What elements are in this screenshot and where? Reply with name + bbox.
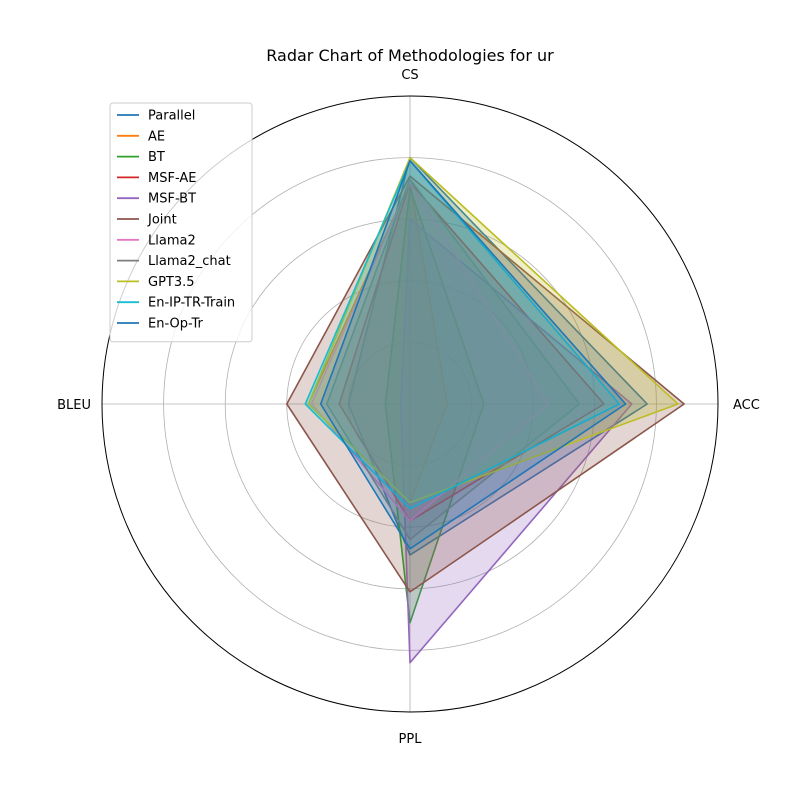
legend-label-en-ip-tr-train: En-IP-TR-Train — [148, 296, 235, 311]
legend-label-joint: Joint — [147, 213, 177, 228]
series-layer — [285, 156, 685, 664]
radar-outer-ring — [101, 95, 719, 713]
axis-label-acc: ACC — [733, 398, 760, 413]
radar-spokes — [102, 96, 718, 712]
series-polygon-en-ip-tr-train — [304, 159, 621, 510]
legend-label-gpt3-5: GPT3.5 — [148, 275, 195, 290]
legend-label-bt: BT — [148, 150, 165, 165]
legend-box — [109, 102, 253, 343]
axis-label-ppl: PPL — [399, 732, 423, 747]
axis-label-cs: CS — [401, 68, 418, 83]
legend-label-en-op-tr: En-Op-Tr — [148, 317, 204, 332]
series-polygon-gpt3-5 — [307, 156, 679, 504]
series-polygon-joint — [285, 175, 685, 593]
legend-label-llama2-chat: Llama2_chat — [148, 254, 231, 269]
legend-label-parallel: Parallel — [148, 109, 195, 124]
legend-label-msf-bt: MSF-BT — [148, 192, 196, 207]
series-polygon-llama2-chat — [325, 178, 581, 541]
legend: Parallel AE BT MSF-AE MSF-BT Joint Llama2 Llama… — [109, 102, 253, 343]
axis-label-bleu: BLEU — [57, 398, 91, 413]
series-polygon-bt — [384, 187, 485, 624]
legend-label-llama2: Llama2 — [148, 233, 196, 248]
chart-title: Radar Chart of Methodologies for ur — [266, 46, 554, 65]
series-polygon-en-op-tr — [319, 159, 627, 550]
legend-label-ae: AE — [148, 129, 165, 144]
series-polygon-msf-bt — [399, 218, 633, 664]
series-polygon-llama2 — [310, 181, 550, 522]
legend-label-msf-ae: MSF-AE — [148, 171, 196, 186]
